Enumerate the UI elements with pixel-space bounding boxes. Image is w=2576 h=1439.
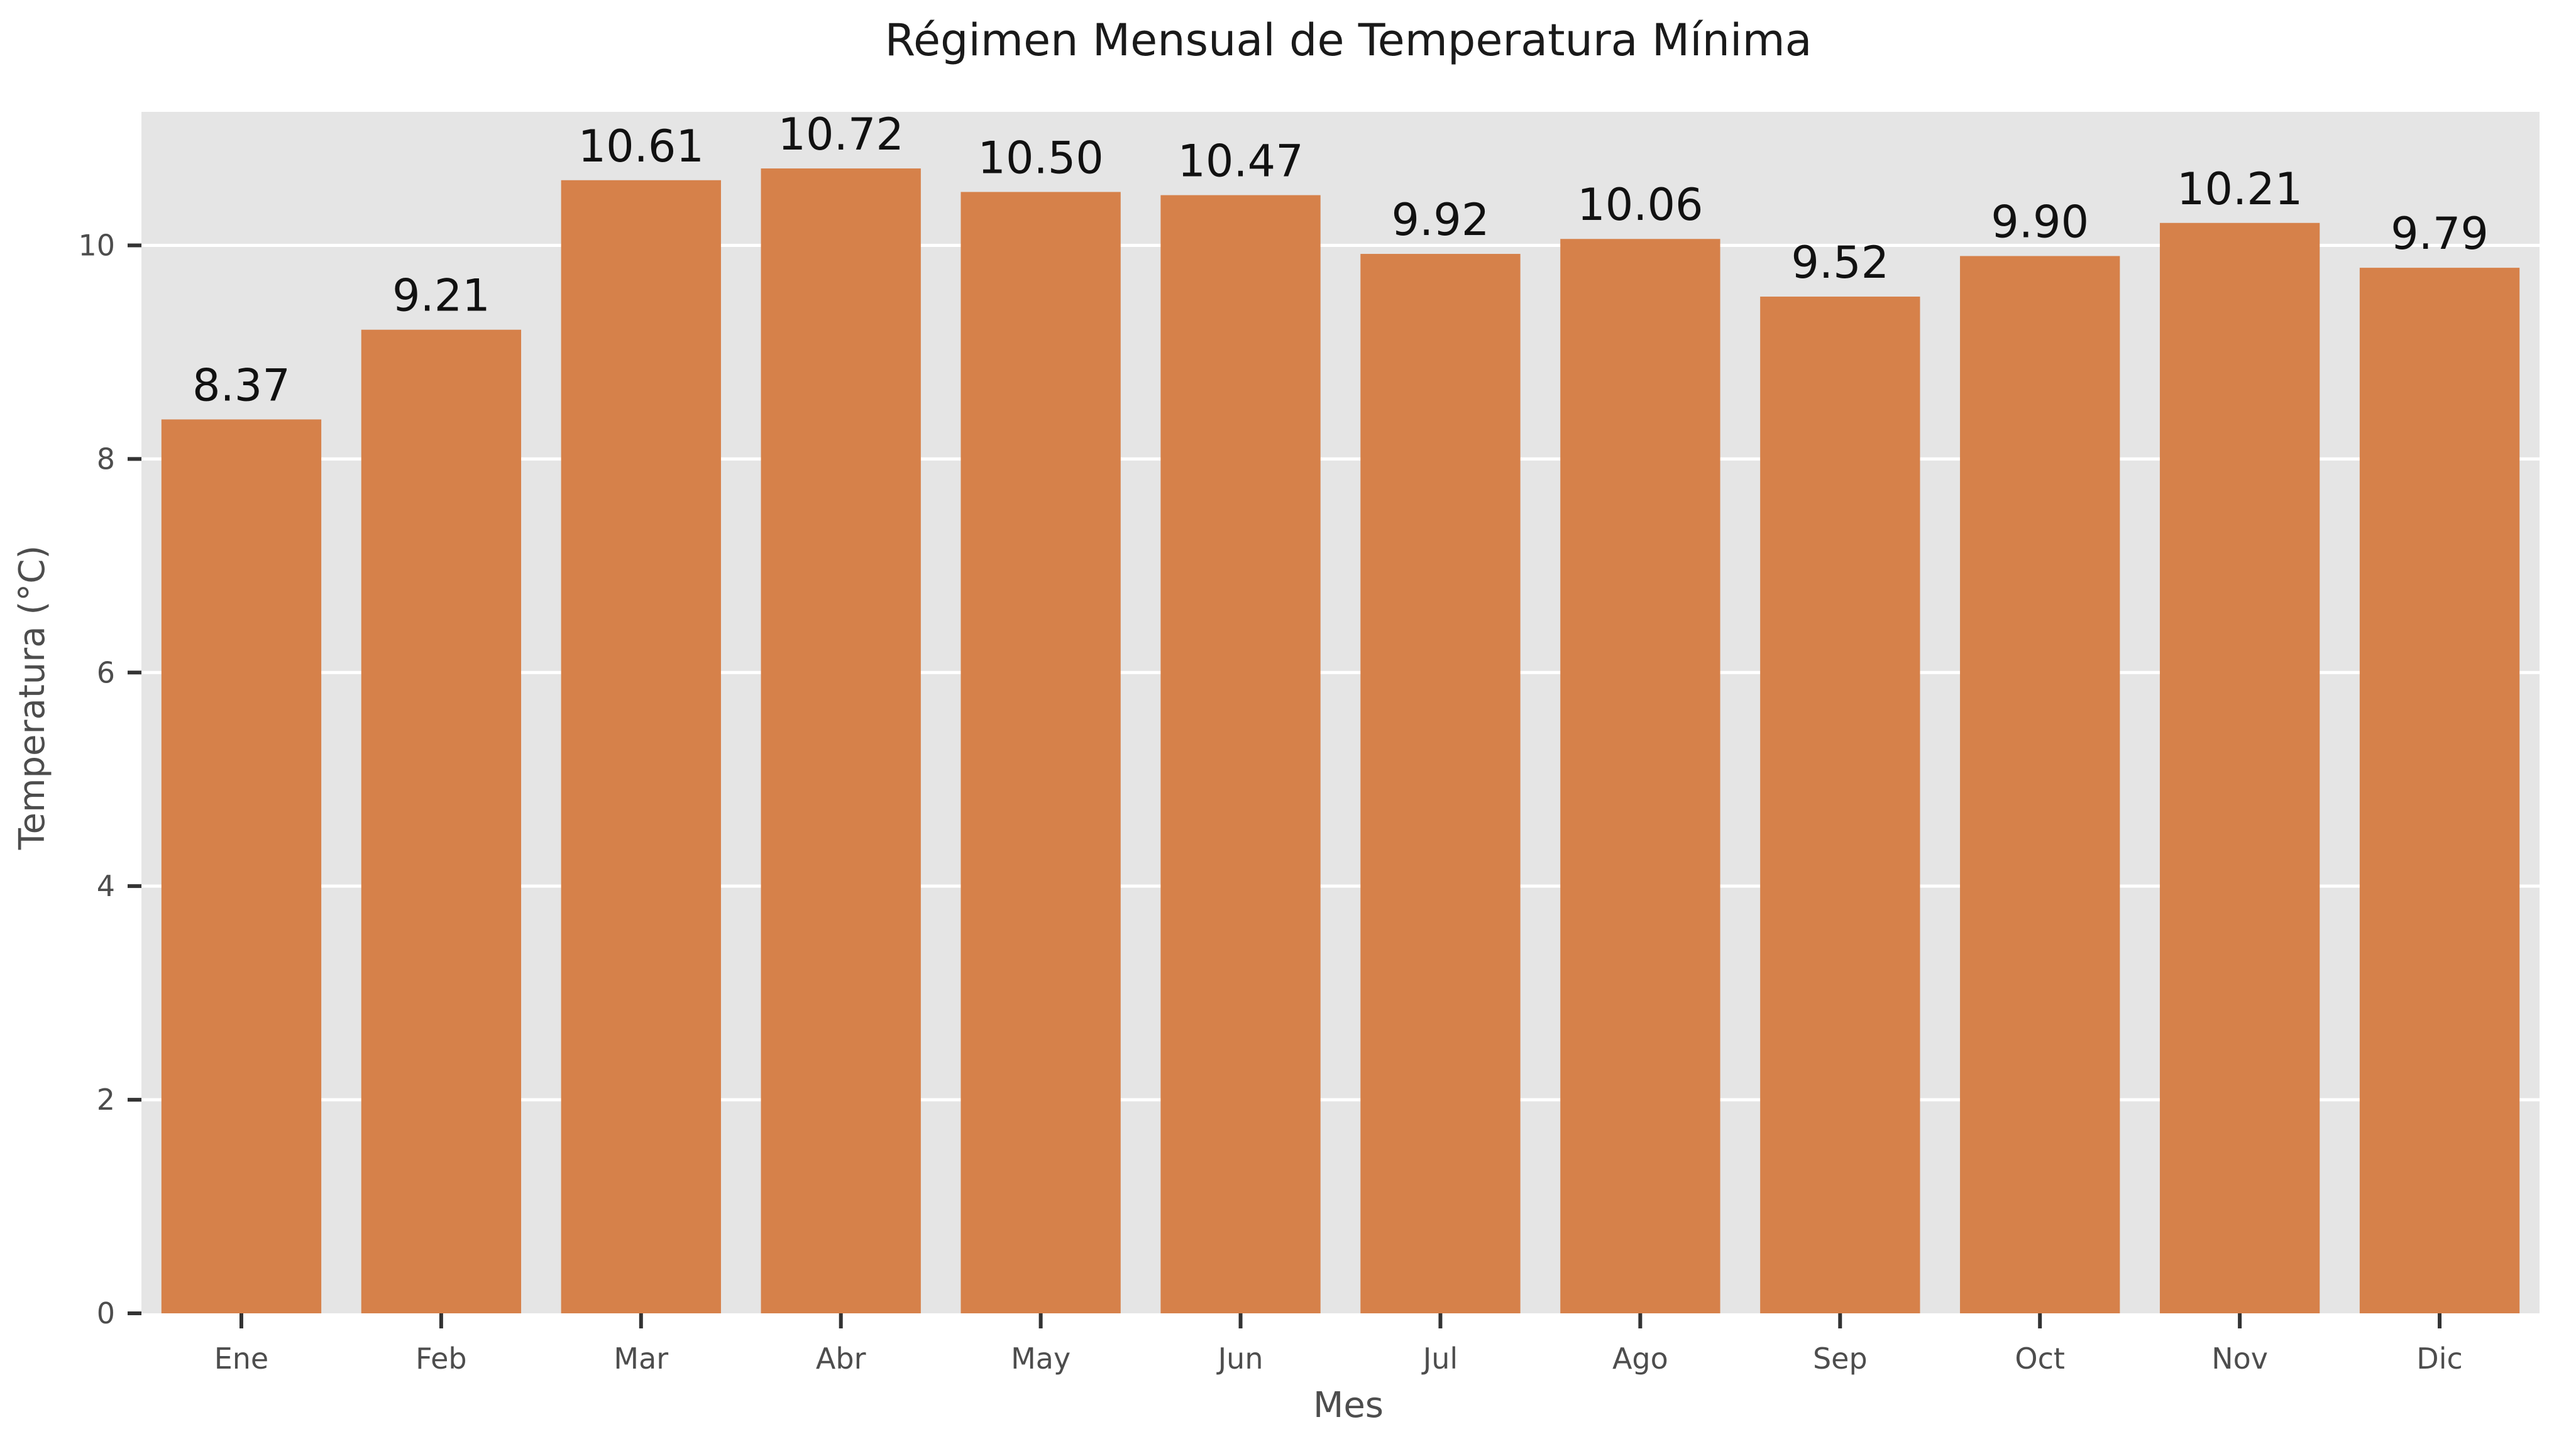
bar-value-label: 10.72: [778, 109, 904, 160]
bar-nov: [2159, 222, 2320, 1313]
x-tick-label: Ago: [1612, 1342, 1668, 1376]
bar-value-label: 8.37: [192, 359, 290, 411]
y-axis: 0 2 4 6 8 10: [78, 228, 141, 1330]
x-axis-label: Mes: [1313, 1385, 1384, 1426]
bar-value-label: 10.06: [1577, 179, 1703, 231]
bar-value-label: 9.79: [2391, 208, 2489, 260]
y-tick-label: 10: [78, 228, 115, 262]
x-tick-label: Ene: [214, 1342, 269, 1376]
y-axis-label: Temperatura (°C): [12, 545, 53, 850]
plot-area: [141, 112, 2540, 1313]
bars: [161, 168, 2520, 1314]
bar-ene: [161, 419, 322, 1314]
gridlines: [141, 243, 2540, 1102]
bar-value-label: 9.21: [392, 270, 490, 322]
bar-oct: [1960, 256, 2120, 1314]
x-tick-label: Abr: [816, 1342, 866, 1376]
bar-ago: [1560, 239, 1720, 1314]
bar-value-label: 9.90: [1991, 196, 2089, 248]
y-tick-label: 0: [97, 1296, 115, 1330]
y-tick-label: 6: [97, 655, 115, 689]
bar-value-label: 10.61: [578, 121, 704, 172]
x-tick-label: Nov: [2211, 1342, 2268, 1376]
y-tick-label: 8: [97, 442, 115, 476]
x-tick-label: Feb: [416, 1342, 466, 1376]
bar-feb: [361, 329, 522, 1313]
x-tick-label: Dic: [2416, 1342, 2463, 1376]
bar-value-label: 10.47: [1177, 136, 1303, 187]
bar-jul: [1360, 254, 1521, 1313]
bar-sep: [1760, 297, 1920, 1314]
x-tick-label: Sep: [1813, 1342, 1868, 1376]
y-tick-label: 4: [97, 869, 115, 903]
bar-mar: [561, 180, 721, 1314]
bar-abr: [761, 168, 921, 1314]
bar-value-label: 10.50: [977, 132, 1103, 183]
y-tick-label: 2: [97, 1083, 115, 1117]
x-axis: Ene Feb Mar Abr May Jun Jul Ago Sep Oct Nov Dic: [214, 1313, 2463, 1376]
x-tick-label: Jun: [1216, 1342, 1263, 1376]
x-tick-label: Oct: [2015, 1342, 2065, 1376]
x-tick-label: Jul: [1421, 1342, 1458, 1376]
chart-title: Régimen Mensual de Temperatura Mínima: [884, 14, 1812, 66]
bar-value-label: 10.21: [2177, 163, 2303, 215]
bar-value-labels: 8.37 9.21 10.61 10.72 10.50 10.47 9.92 10.06 9.5…: [192, 109, 2489, 411]
bar-value-label: 9.52: [1791, 237, 1889, 288]
bar-may: [960, 192, 1121, 1313]
bar-jun: [1160, 195, 1321, 1314]
x-tick-label: Mar: [614, 1342, 668, 1376]
bar-dic: [2359, 268, 2520, 1313]
bar-value-label: 9.92: [1392, 194, 1490, 246]
x-tick-label: May: [1011, 1342, 1071, 1376]
